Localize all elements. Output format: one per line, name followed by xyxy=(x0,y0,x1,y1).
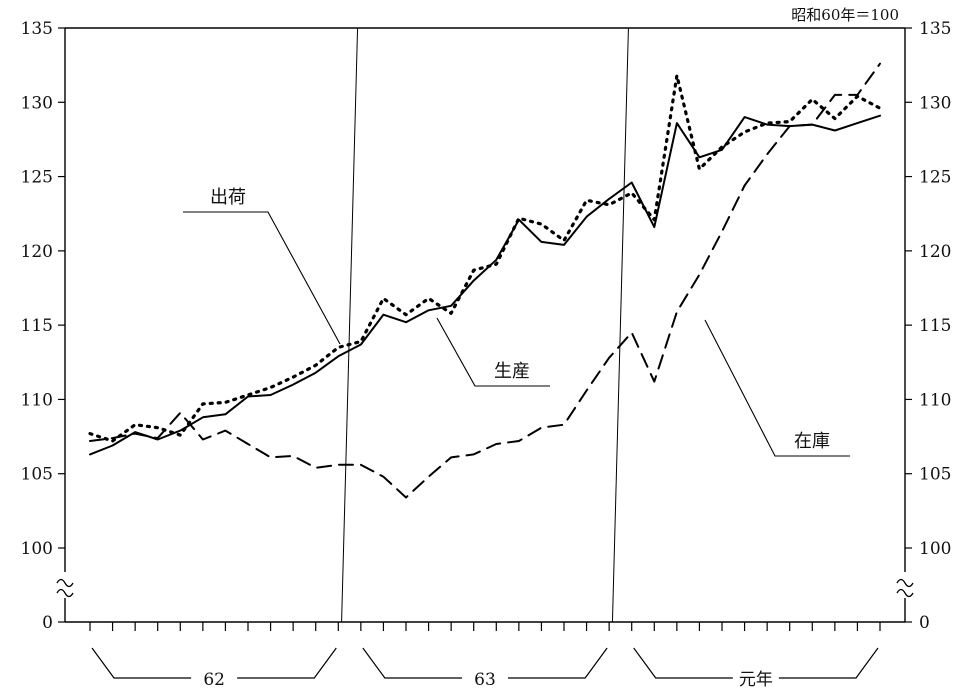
year-label: 62 xyxy=(203,670,225,690)
y-tick-label-left: 100 xyxy=(21,539,53,559)
series-label: 在庫 xyxy=(794,431,830,452)
y-tick-label-left: 135 xyxy=(21,19,53,39)
series-line-2 xyxy=(88,73,882,443)
unit-note: 昭和60年＝100 xyxy=(791,6,899,24)
axis-break-right xyxy=(896,588,914,598)
y-tick-label-right: 120 xyxy=(919,242,951,262)
series-line-1 xyxy=(89,114,881,456)
y-tick-label-left: 120 xyxy=(21,242,53,262)
y-tick-label-left: 105 xyxy=(21,465,53,485)
year-bracket-left xyxy=(633,647,733,679)
y-tick-label-right: 130 xyxy=(919,93,951,113)
y-tick-label-left: 125 xyxy=(21,168,53,188)
y-tick-label-left: 110 xyxy=(21,390,53,410)
series-label: 出荷 xyxy=(210,187,246,208)
year-bracket-right xyxy=(778,647,879,679)
year-separator-1 xyxy=(341,27,359,623)
year-separator-2 xyxy=(611,27,629,623)
annotation-leader xyxy=(183,211,341,345)
annotation-leader xyxy=(704,319,850,457)
annotation-leader xyxy=(436,317,550,387)
year-label: 元年 xyxy=(739,670,773,690)
y-tick-label-right: 0 xyxy=(919,613,930,633)
year-bracket-right xyxy=(237,647,337,679)
series-label: 生産 xyxy=(494,361,530,382)
y-tick-label-left: 115 xyxy=(21,316,53,336)
y-tick-label-right: 105 xyxy=(919,465,951,485)
year-bracket-right xyxy=(508,647,608,679)
series-line-3 xyxy=(89,62,881,499)
axis-break-right xyxy=(896,578,914,588)
y-tick-label-right: 110 xyxy=(919,390,951,410)
axis-break-left xyxy=(56,578,74,588)
year-bracket-left xyxy=(362,647,462,679)
y-tick-label-right: 125 xyxy=(919,168,951,188)
year-label: 63 xyxy=(474,670,496,690)
y-tick-label-left: 130 xyxy=(21,93,53,113)
year-bracket-left xyxy=(91,647,192,679)
y-tick-label-right: 135 xyxy=(919,19,951,39)
y-tick-label-left: 0 xyxy=(42,613,53,633)
y-tick-label-right: 115 xyxy=(919,316,951,336)
y-tick-label-right: 100 xyxy=(919,539,951,559)
axis-break-left xyxy=(56,588,74,598)
